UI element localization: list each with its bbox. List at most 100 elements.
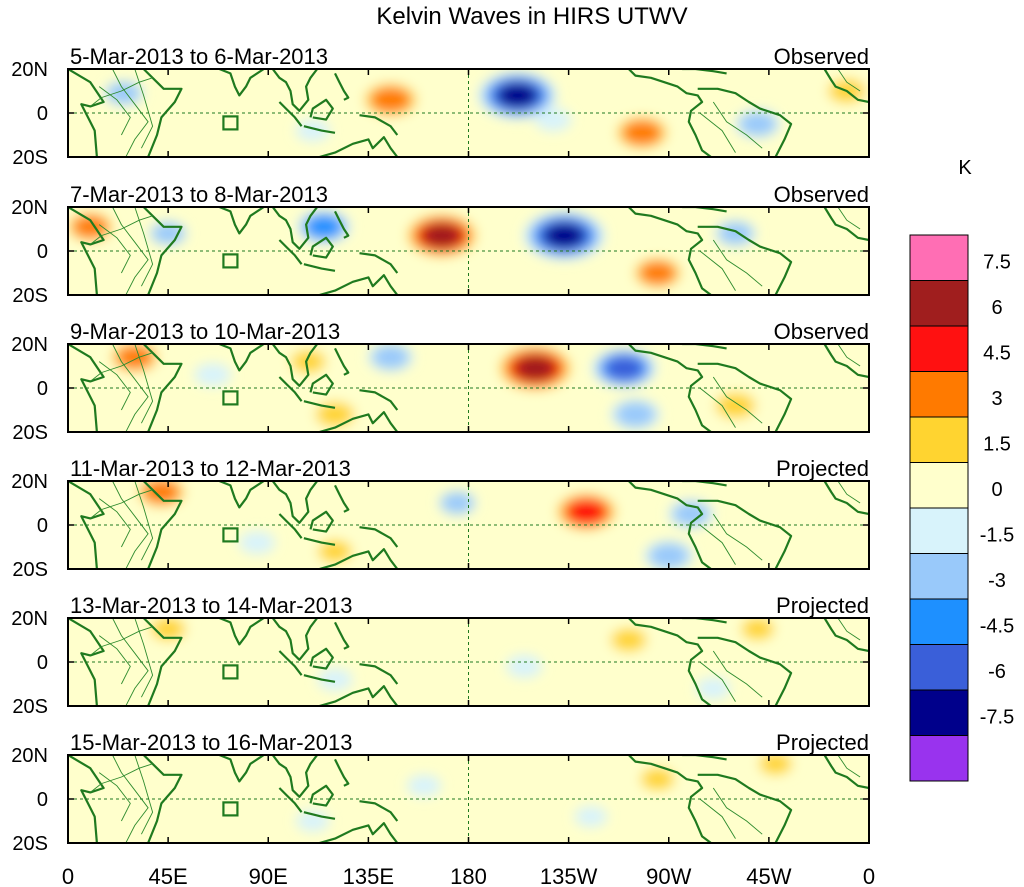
coastline [682,618,727,624]
coastline [359,114,399,136]
country-border [699,524,736,565]
anomaly-contour [605,356,644,381]
coastline [218,618,265,646]
anomaly-contour [534,108,572,132]
coastline [303,537,336,546]
coastline [218,344,265,372]
country-border [712,101,763,149]
coastline [271,481,319,524]
y-tick-label: 20N [11,608,48,630]
country-border [699,798,736,839]
anomaly-contour [574,806,608,827]
coastline [334,621,350,650]
anomaly-contour [611,628,647,652]
y-tick-label: 20S [12,285,48,307]
panel: 20N 0 20S 11-Mar-2013 to 12-Mar-2013 Project… [11,456,870,581]
coastline [682,755,727,761]
coastline [334,210,350,239]
anomaly-contour [305,215,343,239]
anomaly-contour [774,492,809,514]
coastline [142,69,183,157]
x-tick-label: 0 [62,864,74,887]
anomaly-contour [718,222,753,245]
coastline [319,685,399,706]
anomaly-contour [106,82,141,104]
anomaly-contour [759,755,792,775]
colorbar-label: -3 [988,570,1006,592]
anomaly-contour [639,261,677,285]
coastline [319,136,399,157]
y-tick-label: 20S [12,833,48,855]
coastline [334,347,350,376]
anomaly-contour [291,350,326,373]
panel-kind-label: Observed [774,44,869,69]
coastline [319,822,399,843]
coastline [334,484,350,513]
coastline [309,236,334,259]
colorbar-swatch [909,553,969,600]
colorbar-swatch [909,371,969,418]
coastline [682,207,727,213]
panel: 20N 0 20S 5-Mar-2013 to 6-Mar-2013 Observed [11,44,870,169]
country-border [699,387,736,428]
country-border [837,69,861,92]
y-tick-label: 20S [12,147,48,169]
coastline [697,87,793,157]
colorbar-label: -6 [988,661,1006,683]
country-border [134,207,154,287]
coastline [697,773,793,843]
country-border [98,498,131,548]
y-tick-label: 20N [11,59,48,81]
country-border [712,650,763,698]
coastlines [68,344,869,432]
x-tick-label: 90W [646,864,691,887]
country-border [837,481,861,504]
panel-date-label: 7-Mar-2013 to 8-Mar-2013 [70,182,328,207]
panel-date-label: 15-Mar-2013 to 16-Mar-2013 [70,730,352,755]
panel-date-label: 5-Mar-2013 to 6-Mar-2013 [70,44,328,69]
coastline [359,800,399,822]
y-tick-label: 20N [11,334,48,356]
y-tick-label: 0 [37,652,48,674]
colorbar-units: K [958,157,972,179]
country-border [90,77,153,107]
coastline [309,647,334,670]
panel-kind-label: Observed [774,182,869,207]
panel-date-label: 11-Mar-2013 to 12-Mar-2013 [70,456,351,481]
anomaly-contour [741,618,774,640]
coastline [309,98,334,121]
anomaly-contour [461,685,498,706]
country-border [90,763,153,793]
coastline [823,207,869,242]
coastline [303,125,336,134]
coastline [303,674,336,683]
y-tick-label: 0 [37,789,48,811]
coastline [697,362,793,432]
coastline [68,755,105,843]
coastline [271,344,319,387]
coastline-island [222,801,239,817]
anomaly-contour [406,774,442,797]
colorbar-swatch [909,280,969,327]
coastline [142,344,183,432]
anomaly-contour [615,401,656,427]
country-border [699,661,736,702]
anomaly-contour [138,761,176,785]
coastline [218,207,265,235]
anomaly-contour [506,655,543,678]
panel-date-label: 13-Mar-2013 to 14-Mar-2013 [70,593,352,618]
country-border [134,344,154,424]
panel-kind-label: Projected [776,456,869,481]
colorbar-label: 6 [991,297,1002,319]
country-border [837,344,861,367]
coastline [218,755,265,783]
country-border [712,239,763,287]
colorbar-swatch [909,416,969,463]
anomaly-contour [422,223,462,248]
coastline [334,758,350,787]
anomaly-contour [194,363,231,387]
coastline [68,618,105,706]
y-tick-label: 0 [37,103,48,125]
